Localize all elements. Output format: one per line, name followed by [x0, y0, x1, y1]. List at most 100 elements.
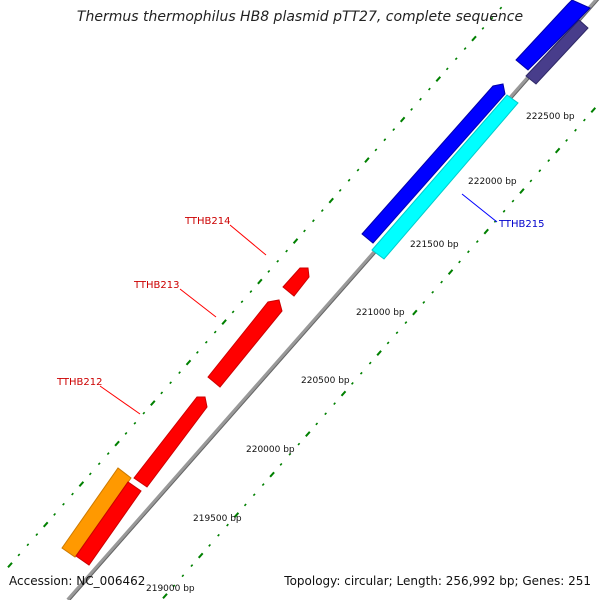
tick-dot	[347, 178, 351, 182]
leader-tthb215	[461, 193, 498, 223]
tick-label: 219000 bp	[146, 584, 195, 594]
tick-dot	[428, 87, 431, 91]
tick-dot	[71, 492, 74, 496]
tick-dot	[181, 574, 185, 578]
tick-dot	[221, 319, 227, 325]
tick-dot	[499, 6, 503, 10]
gene-label-tthb214: TTHB214	[184, 216, 231, 227]
tick-dot	[124, 431, 128, 435]
tick-dot	[240, 300, 244, 304]
tick-dot	[226, 523, 229, 527]
tick-dot	[386, 341, 390, 345]
tick-dot	[197, 552, 204, 559]
tick-dot	[547, 159, 551, 163]
tick-dot	[160, 391, 164, 395]
tick-dot	[324, 412, 327, 416]
tick-label: 222500 bp	[526, 112, 575, 122]
tick-dot	[475, 240, 479, 244]
tick-dot	[529, 179, 533, 183]
tick-dot	[454, 57, 458, 61]
tick-dot	[88, 472, 92, 476]
feature-orange[interactable]	[61, 467, 132, 558]
tick-dot	[368, 361, 372, 365]
gene-arrow-tthb213[interactable]	[207, 299, 283, 388]
leader-tthb213	[179, 288, 217, 318]
tick-dot	[276, 259, 280, 263]
tick-dot	[490, 16, 494, 20]
feature-cyan[interactable]	[371, 94, 519, 260]
tick-dot	[412, 309, 418, 316]
tick-dot	[169, 381, 172, 385]
backbone-shadow	[69, 0, 600, 600]
tick-dot	[383, 138, 387, 142]
tick-label: 221000 bp	[356, 308, 405, 318]
tick-dot	[404, 321, 408, 325]
tick-dot	[133, 421, 137, 425]
gene-arrow-tthb214[interactable]	[282, 267, 310, 297]
tick-dot	[565, 138, 568, 142]
tick-dot	[315, 422, 319, 426]
tick-label: 221500 bp	[410, 240, 459, 250]
tick-dot	[53, 512, 56, 516]
gene-label-tthb212: TTHB212	[56, 377, 103, 388]
feature-blue-top[interactable]	[515, 0, 591, 71]
tick-dot	[190, 564, 194, 568]
tick-dot	[288, 452, 292, 456]
tick-dot	[243, 503, 247, 507]
tick-dot	[150, 400, 156, 406]
tick-dot	[392, 128, 396, 132]
tick-dot	[447, 269, 454, 275]
tick-dot	[269, 471, 275, 478]
tick-dot	[502, 209, 506, 213]
tick-dot	[261, 483, 265, 487]
tick-dot	[359, 371, 363, 375]
tick-dot	[106, 452, 110, 456]
tick-label: 220500 bp	[301, 376, 350, 386]
tick-dot	[303, 229, 306, 233]
sequence-summary: Topology: circular; Length: 256,992 bp; …	[284, 574, 591, 588]
tick-dot	[142, 411, 146, 415]
tick-dot	[320, 209, 324, 213]
tick-dot	[62, 502, 65, 506]
accession-label: Accession: NC_006462	[9, 574, 146, 588]
tick-dot	[78, 481, 85, 487]
gene-label-tthb213: TTHB213	[133, 280, 180, 291]
tick-dot	[445, 67, 449, 71]
gene-label-tthb215: TTHB215	[498, 219, 545, 230]
gene-arrow-tthb215[interactable]	[361, 83, 506, 244]
map-title: Thermus thermophilus HB8 plasmid pTT27, …	[76, 9, 524, 25]
tick-label: 220000 bp	[246, 445, 295, 455]
tick-dot	[213, 330, 217, 334]
tick-dot	[26, 543, 30, 547]
tick-dot	[419, 97, 422, 101]
tick-dot	[422, 300, 426, 304]
tick-dot	[311, 219, 315, 223]
tick-dot	[431, 290, 435, 294]
tick-dot	[292, 238, 299, 244]
tick-dot	[178, 371, 181, 375]
tick-dot	[17, 553, 21, 557]
tick-dot	[217, 533, 220, 537]
tick-dot	[231, 310, 235, 314]
tick-dot	[233, 512, 240, 518]
tick-dot	[395, 331, 399, 335]
gene-arrow-tthb212[interactable]	[133, 396, 208, 488]
tick-dot	[257, 278, 263, 285]
backbone-line	[66, 0, 600, 600]
tick-dot	[554, 147, 561, 154]
tick-dot	[305, 431, 311, 437]
tick-dot	[196, 350, 199, 354]
tick-dot	[297, 442, 301, 446]
tick-dot	[463, 47, 467, 51]
feature-slate[interactable]	[525, 19, 589, 85]
tick-dot	[42, 521, 49, 528]
tick-dot	[590, 107, 597, 113]
tick-dot	[340, 390, 347, 397]
tick-dot	[410, 107, 413, 111]
tick-dot	[267, 269, 271, 273]
tick-dot	[356, 168, 360, 172]
feature-red-bottom[interactable]	[75, 481, 142, 566]
tick-dot	[519, 188, 525, 194]
tick-dot	[252, 493, 256, 497]
